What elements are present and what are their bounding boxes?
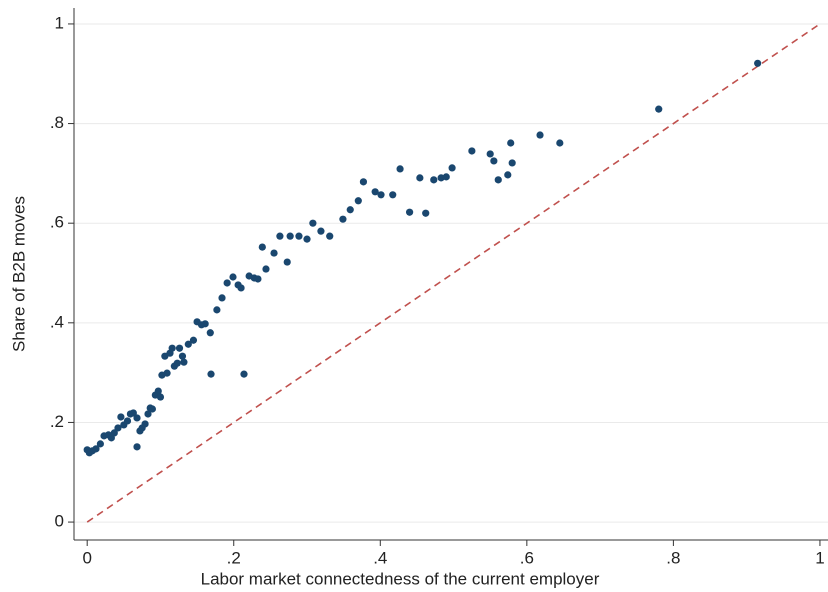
point: [184, 340, 192, 348]
point: [389, 191, 397, 199]
point: [207, 370, 215, 378]
point: [359, 178, 368, 186]
point: [141, 420, 149, 428]
y-axis-label: Share of B2B moves: [9, 196, 28, 352]
point: [117, 413, 125, 421]
point: [110, 429, 118, 437]
point: [96, 440, 104, 448]
point: [254, 275, 262, 283]
point: [416, 174, 424, 182]
y-tick-label: .8: [50, 113, 64, 132]
point: [507, 139, 515, 147]
point: [396, 165, 404, 173]
point: [442, 173, 450, 181]
point: [92, 445, 100, 453]
point: [123, 417, 132, 425]
point: [309, 219, 317, 227]
point: [229, 273, 237, 281]
point: [201, 320, 209, 328]
point: [163, 369, 171, 377]
point: [178, 352, 187, 360]
y-tick-label: 1: [55, 13, 64, 32]
point: [154, 387, 162, 395]
point: [504, 171, 512, 179]
point: [206, 329, 214, 337]
y-tick-label: .6: [50, 213, 64, 232]
point: [430, 176, 438, 184]
point: [168, 344, 176, 352]
point: [258, 243, 266, 251]
point: [295, 232, 303, 240]
y-tick-label: .4: [50, 312, 64, 331]
point: [371, 188, 379, 196]
point: [114, 424, 122, 432]
point: [276, 232, 284, 240]
point: [508, 159, 516, 167]
y-tick-label: .2: [50, 412, 64, 431]
point: [494, 176, 502, 184]
x-axis-label: Labor market connectedness of the curren…: [201, 569, 600, 588]
point: [655, 105, 663, 113]
reference-line: [86, 23, 821, 523]
point: [237, 284, 245, 292]
point: [223, 279, 231, 287]
point: [173, 359, 181, 367]
point: [346, 206, 354, 214]
point: [405, 208, 414, 216]
point: [148, 405, 157, 413]
point: [326, 232, 334, 240]
point: [156, 393, 165, 401]
point: [486, 150, 494, 158]
point: [377, 191, 385, 199]
point: [129, 409, 137, 417]
point: [133, 443, 141, 451]
point: [536, 131, 544, 139]
point: [270, 249, 278, 257]
point: [240, 370, 248, 378]
point: [468, 147, 476, 155]
point: [754, 59, 762, 67]
point: [144, 410, 152, 418]
x-tick-label: .8: [666, 548, 680, 567]
point: [354, 197, 362, 205]
point: [490, 157, 498, 165]
point: [303, 235, 311, 243]
point: [262, 265, 270, 273]
point: [286, 232, 294, 240]
x-tick-label: .2: [227, 548, 241, 567]
point: [317, 227, 325, 235]
x-tick-label: 0: [82, 548, 91, 567]
point: [448, 164, 456, 172]
point: [339, 215, 347, 223]
point: [133, 414, 141, 422]
x-tick-label: .6: [520, 548, 534, 567]
point: [213, 306, 221, 314]
x-tick-label: 1: [815, 548, 824, 567]
point: [556, 139, 564, 147]
point: [218, 294, 226, 302]
point: [283, 258, 291, 266]
point: [189, 336, 198, 344]
x-tick-label: .4: [373, 548, 387, 567]
point: [175, 344, 184, 352]
y-tick-label: 0: [55, 512, 64, 531]
point: [180, 358, 188, 366]
point: [422, 209, 430, 217]
